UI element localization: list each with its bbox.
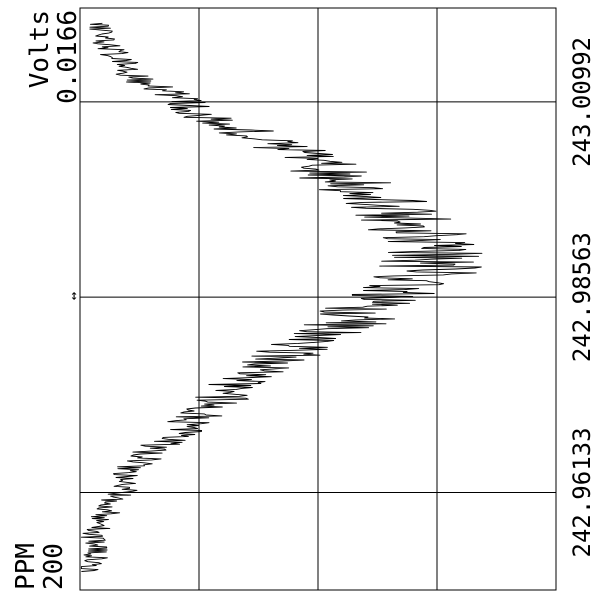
chart-grid bbox=[79, 7, 557, 591]
x-tick-labels: 242.96133 242.98563 243.00992 bbox=[568, 37, 596, 558]
x-axis-scale-label: 200 bbox=[39, 543, 69, 590]
x-tick-label: 242.98563 bbox=[568, 232, 596, 362]
y-axis-max-label: 0.0166 bbox=[53, 10, 83, 104]
x-tick-label: 242.96133 bbox=[568, 427, 596, 557]
y-axis-label: Volts bbox=[25, 10, 55, 88]
x-tick-label: 243.00992 bbox=[568, 37, 596, 167]
cursor-marker: ↔ bbox=[66, 292, 82, 300]
signal-trace bbox=[80, 22, 483, 572]
x-axis-label: PPM bbox=[11, 543, 41, 590]
